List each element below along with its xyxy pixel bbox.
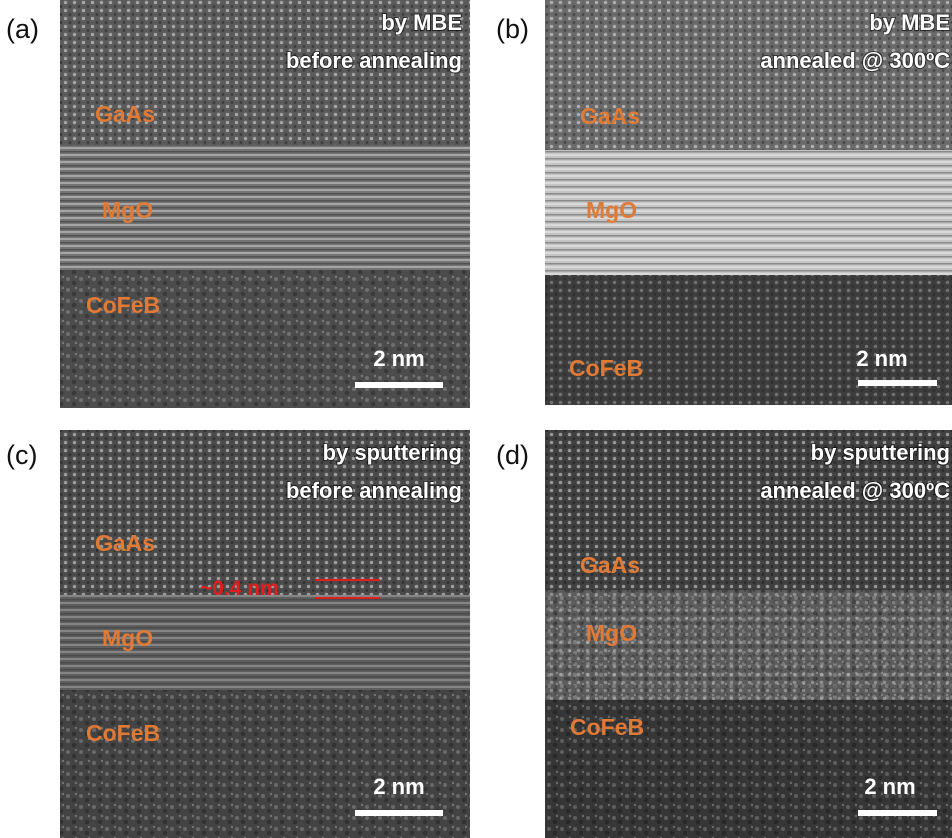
panel-d: (d) by sputtering annealed @ 300ºC GaAs … — [496, 430, 952, 838]
panel-title: before annealing — [286, 478, 462, 503]
layer-label: MgO — [586, 620, 637, 646]
panel-b: (b) by MBE annealed @ 300ºC GaAs MgO CoF… — [496, 0, 952, 405]
panel-label: (c) — [6, 440, 37, 470]
panel-title: by MBE — [869, 10, 950, 35]
layer-label: GaAs — [95, 101, 155, 127]
annotation: ~0.4 nm — [200, 577, 279, 600]
layer-label: MgO — [586, 197, 637, 223]
figure: (a) by MBE before annealing GaAs MgO CoF… — [0, 0, 952, 838]
panel-title: by sputtering — [323, 440, 462, 465]
layer-label: MgO — [102, 625, 153, 651]
panel-title: by MBE — [381, 10, 462, 35]
panel-label: (b) — [496, 14, 529, 44]
scale-label: 2 nm — [373, 774, 424, 799]
layer-label: GaAs — [580, 552, 640, 578]
panel-label: (a) — [6, 14, 39, 44]
panel-a: (a) by MBE before annealing GaAs MgO CoF… — [6, 0, 470, 408]
panel-title: annealed @ 300ºC — [760, 48, 950, 73]
panel-label: (d) — [496, 440, 529, 470]
panel-title: by sputtering — [811, 440, 950, 465]
panel-title: annealed @ 300ºC — [760, 478, 950, 503]
scale-label: 2 nm — [864, 774, 915, 799]
layer-label: GaAs — [95, 530, 155, 556]
layer-label: CoFeB — [569, 355, 643, 381]
scale-label: 2 nm — [856, 346, 907, 371]
layer-label: CoFeB — [570, 714, 644, 740]
layer-label: GaAs — [580, 103, 640, 129]
layer-label: CoFeB — [86, 720, 160, 746]
layer-label: CoFeB — [86, 292, 160, 318]
panel-c: (c) by sputtering before annealing GaAs … — [6, 430, 470, 838]
scale-label: 2 nm — [373, 346, 424, 371]
panel-title: before annealing — [286, 48, 462, 73]
layer-label: MgO — [102, 197, 153, 223]
